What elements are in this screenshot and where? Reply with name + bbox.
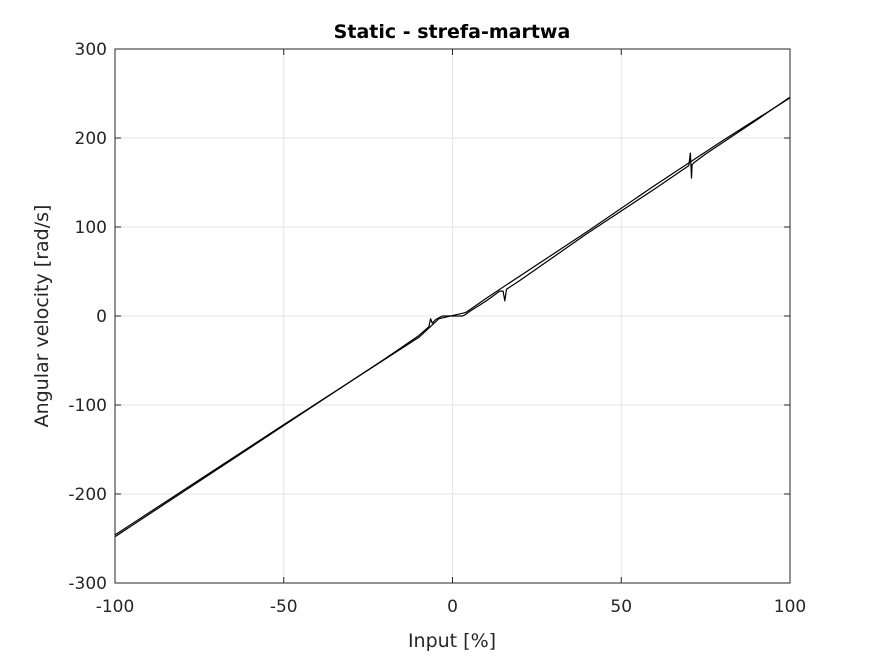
series-group [114,96,791,538]
x-tick-label: -50 [270,597,298,617]
x-tick-label: 50 [610,597,632,617]
y-axis-label: Angular velocity [rad/s] [31,205,53,428]
chart-title: Static - strefa-martwa [334,21,571,43]
ticks [114,48,791,584]
y-tick-label: -200 [68,485,107,505]
x-tick-label: 0 [447,597,458,617]
x-tick-label: 100 [774,597,806,617]
y-tick-label: 0 [96,307,107,327]
x-tick-label: -100 [96,597,135,617]
x-tick-labels: -100 -50 0 50 100 [96,597,807,617]
series-line-1 [114,96,791,538]
y-tick-label: 200 [75,129,107,149]
y-tick-labels: -300 -200 -100 0 100 200 300 [68,40,107,594]
y-tick-label: 300 [75,40,107,60]
y-tick-label: -100 [68,396,107,416]
series-line-2 [114,97,791,536]
x-axis-label: Input [%] [408,630,496,652]
y-tick-label: 100 [75,218,107,238]
y-tick-label: -300 [68,574,107,594]
